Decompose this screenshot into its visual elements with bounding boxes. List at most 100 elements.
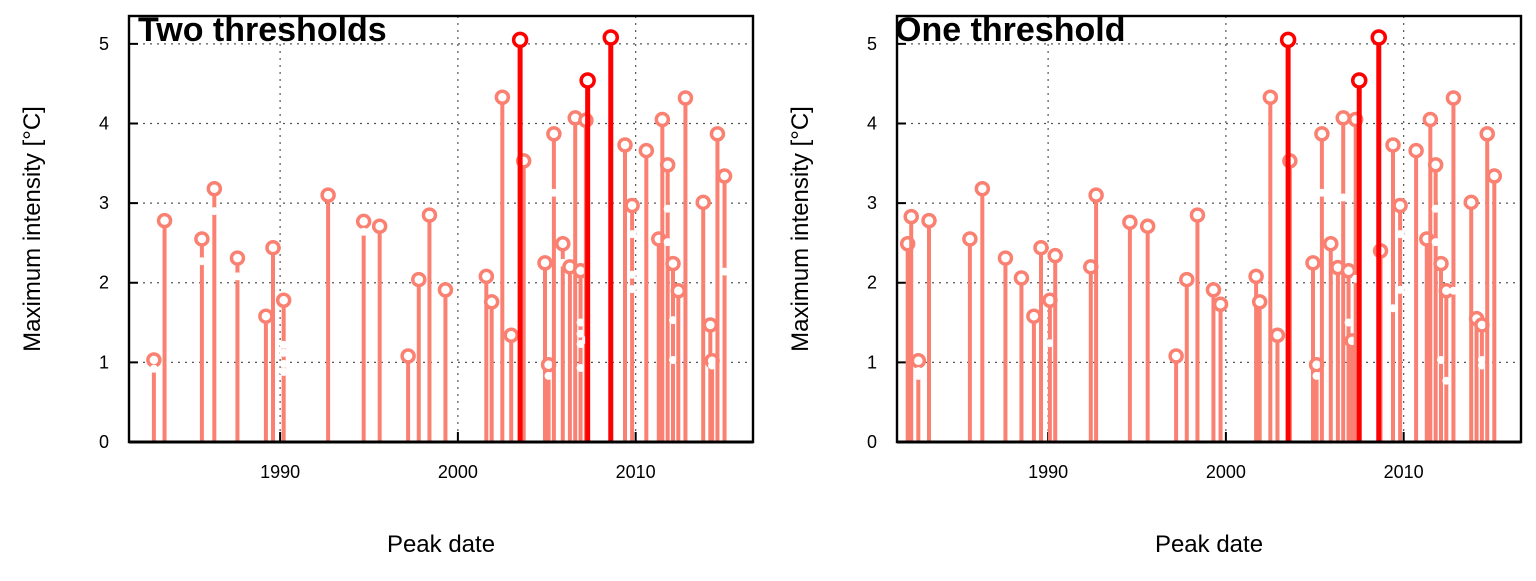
y-tick-label: 3 <box>99 193 109 213</box>
event-peak-marker <box>579 72 596 89</box>
y-axis-title: Maximum intensity [°C] <box>787 106 814 352</box>
event-sub-peak-marker <box>663 204 672 213</box>
event-peak-marker <box>503 327 519 344</box>
event-sub-peak-marker <box>1431 204 1440 213</box>
event-peak-marker <box>156 212 173 229</box>
event-peak-marker <box>602 29 620 46</box>
event-sub-peak-marker <box>279 340 288 349</box>
event-peak-marker <box>411 271 427 288</box>
event-sub-peak-marker <box>359 227 368 236</box>
event-peak-marker <box>638 142 655 159</box>
event-sub-peak-marker <box>1477 355 1486 364</box>
event-peak-marker <box>1262 89 1279 105</box>
event-sub-peak-marker <box>1045 339 1054 348</box>
event-peak-marker <box>665 255 681 272</box>
event-peak-marker <box>511 31 529 49</box>
event-peak-marker <box>1179 271 1195 288</box>
x-tick-label: 2010 <box>1384 462 1424 482</box>
event-peak-marker <box>1305 255 1321 271</box>
y-tick-label: 2 <box>99 273 109 293</box>
event-sub-peak-marker <box>669 316 677 325</box>
chart-panel-two-thresholds: 0 1 2 3 4 5 1990 2000 2010 Two thresholds Peak da… <box>19 11 755 558</box>
x-axis-title: Peak date <box>387 531 495 558</box>
event-sub-peak-marker <box>1396 285 1405 294</box>
event-peak-marker <box>921 212 937 229</box>
event-peak-marker <box>265 239 281 256</box>
chart-panel-one-threshold: 0 1 2 3 4 5 1990 2000 2010 One threshold Peak dat… <box>787 11 1523 558</box>
event-peak-marker <box>695 194 711 211</box>
event-peak-marker <box>1279 31 1297 49</box>
chart-title: Two thresholds <box>138 11 387 49</box>
chart-title: One threshold <box>895 11 1125 49</box>
event-sub-peak-marker <box>279 367 288 376</box>
y-tick-label: 0 <box>99 432 109 452</box>
event-peak-marker <box>624 197 640 214</box>
event-sub-peak-marker <box>210 207 219 216</box>
event-sub-peak-marker <box>628 230 637 239</box>
event-peak-marker <box>654 111 671 128</box>
event-peak-marker <box>1122 214 1138 230</box>
event-peak-marker <box>1350 72 1368 89</box>
event-sub-peak-marker <box>544 371 553 380</box>
event-sub-peak-marker <box>1317 188 1326 197</box>
event-sub-peak-marker <box>1396 230 1405 239</box>
event-peak-marker <box>1335 110 1351 126</box>
x-tick-label: 2000 <box>1206 462 1246 482</box>
event-peak-marker <box>400 348 416 364</box>
event-peak-marker <box>437 282 454 298</box>
event-sub-peak-marker <box>549 188 558 197</box>
event-peak-marker <box>1248 268 1264 285</box>
event-peak-marker <box>670 282 687 299</box>
plot-area: 0 1 2 3 4 5 1990 2000 2010 <box>99 14 755 482</box>
event-peak-marker <box>478 268 495 285</box>
event-peak-marker <box>258 308 274 324</box>
event-sub-peak-marker <box>576 329 585 338</box>
event-peak-marker <box>962 231 978 247</box>
event-sub-peak-marker <box>279 359 288 368</box>
x-axis-title: Peak date <box>1155 531 1263 558</box>
event-sub-peak-marker <box>233 272 242 281</box>
event-peak-marker <box>537 255 553 271</box>
event-peak-marker <box>1251 294 1268 310</box>
event-peak-marker <box>1486 168 1503 184</box>
event-sub-peak-marker <box>1431 238 1440 247</box>
event-sub-peak-marker <box>149 364 158 373</box>
event-peak-marker <box>1033 239 1049 256</box>
event-peak-marker <box>1314 126 1330 142</box>
event-sub-peak-marker <box>1442 376 1451 385</box>
y-tick-label: 3 <box>867 193 877 213</box>
event-peak-marker <box>716 168 733 184</box>
event-peak-marker <box>1445 90 1462 106</box>
event-sub-peak-marker <box>1437 355 1445 364</box>
event-peak-marker <box>1205 282 1222 298</box>
event-peak-marker <box>702 317 719 333</box>
event-peak-marker <box>1013 270 1030 286</box>
y-tick-label: 0 <box>867 432 877 452</box>
event-peak-marker <box>146 352 162 368</box>
event-peak-marker <box>1385 137 1401 153</box>
event-sub-peak-marker <box>1312 371 1321 380</box>
event-sub-peak-marker <box>628 270 637 279</box>
event-sub-peak-marker <box>708 361 717 370</box>
event-peak-marker <box>709 126 726 142</box>
event-peak-marker <box>1139 218 1156 234</box>
event-peak-marker <box>1370 29 1388 46</box>
event-peak-marker <box>421 207 438 223</box>
event-peak-marker <box>483 294 500 310</box>
event-sub-peak-marker <box>576 318 585 327</box>
event-peak-marker <box>1463 194 1479 211</box>
x-tick-label: 2010 <box>616 462 656 482</box>
event-peak-marker <box>617 137 633 153</box>
event-peak-marker <box>910 353 927 369</box>
event-sub-peak-marker <box>628 285 637 294</box>
event-peak-marker <box>1269 327 1286 344</box>
event-sub-peak-marker <box>1449 286 1458 295</box>
event-peak-marker <box>1088 187 1104 203</box>
event-peak-marker <box>659 157 676 173</box>
event-sub-peak-marker <box>576 363 585 372</box>
event-peak-marker <box>229 250 246 266</box>
plot-area: 0 1 2 3 4 5 1990 2000 2010 <box>867 14 1523 482</box>
event-peak-marker <box>1212 296 1229 312</box>
